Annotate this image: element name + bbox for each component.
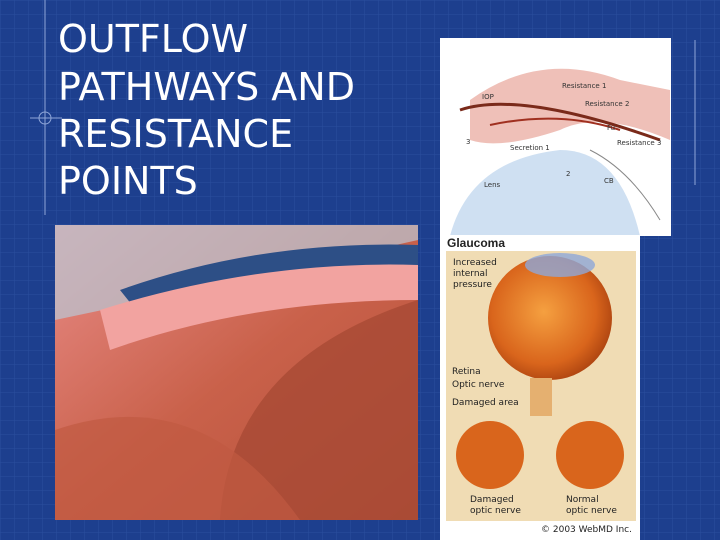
tissue-image	[55, 225, 418, 520]
decor-circle	[38, 111, 52, 125]
diagram-label: Lens	[484, 181, 501, 189]
eye-illustration	[488, 256, 612, 380]
diagram-label: CB	[604, 177, 614, 185]
panel-label: internal	[453, 269, 488, 279]
copyright: © 2003 WebMD Inc.	[541, 525, 632, 535]
panel-label: Damaged	[470, 495, 514, 505]
panel-label: optic nerve	[566, 506, 617, 516]
panel-label: optic nerve	[470, 506, 521, 516]
diagram-label: Secretion 1	[510, 144, 550, 152]
diagram-label: IOP	[482, 93, 494, 101]
diagram-label: 2	[566, 170, 570, 178]
glaucoma-panel: Glaucoma Increased internal pressure Ret…	[440, 235, 640, 540]
outflow-diagram: Resistance 1 IOP Resistance 2 Fu Resista…	[440, 38, 671, 236]
title-line: OUTFLOW	[58, 17, 248, 61]
diagram-label: 3	[466, 138, 470, 146]
panel-label: Optic nerve	[452, 380, 505, 390]
diagram-label: Resistance 3	[617, 139, 661, 147]
panel-title: Glaucoma	[447, 236, 505, 250]
title-line: RESISTANCE	[58, 112, 293, 156]
title-line: PATHWAYS AND	[58, 65, 355, 109]
panel-label: Increased	[453, 258, 497, 268]
panel-label: Retina	[452, 367, 481, 377]
panel-label: Damaged area	[452, 398, 519, 408]
diagram-label: Resistance 2	[585, 100, 629, 108]
title: OUTFLOW PATHWAYS AND RESISTANCE POINTS	[58, 17, 355, 203]
panel-label: pressure	[453, 280, 492, 290]
diagram-label: Resistance 1	[562, 82, 606, 90]
diagram-label: Fu	[607, 124, 615, 132]
title-line: POINTS	[58, 159, 198, 203]
panel-label: Normal	[566, 495, 599, 505]
